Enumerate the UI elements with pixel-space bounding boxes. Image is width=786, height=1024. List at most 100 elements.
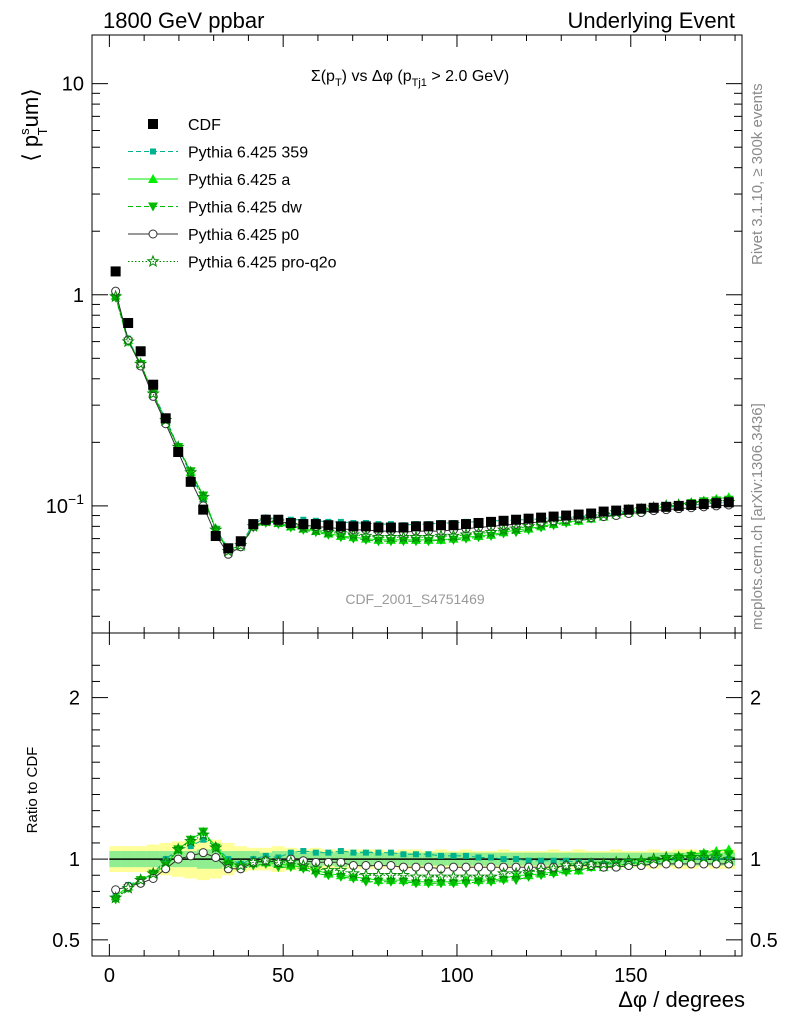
data-point-pq2o <box>184 465 198 479</box>
data-point-cdf <box>448 520 459 531</box>
ratio-point-pp0 <box>474 862 484 872</box>
plot-title: Σ(pT) vs Δφ (pTj1 > 2.0 GeV) <box>311 68 509 89</box>
ratio-point-pp0 <box>486 862 496 872</box>
ratio-point-pq2o <box>196 827 210 841</box>
ratio-point-pq2o <box>547 861 561 875</box>
data-point-pq2o <box>384 530 398 543</box>
ratio-point-p359 <box>400 851 407 858</box>
data-point-pq2o <box>334 526 348 540</box>
ratio-point-pq2o <box>184 834 198 847</box>
data-point-cdf <box>148 379 159 390</box>
ratio-point-pp0 <box>223 864 233 874</box>
ratio-series-pq2o <box>109 827 736 904</box>
data-point-cdf <box>235 536 246 547</box>
data-point-cdf <box>611 505 622 516</box>
ratio-point-p359 <box>162 856 169 863</box>
ratio-point-pp0 <box>173 854 183 864</box>
legend-label: CDF <box>188 117 221 134</box>
data-point-cdf <box>335 521 346 532</box>
data-point-cdf <box>661 501 672 512</box>
legend-label: Pythia 6.425 359 <box>188 145 308 162</box>
ratio-point-pq2o <box>697 850 711 864</box>
data-point-cdf <box>135 346 146 357</box>
ratio-point-p359 <box>463 852 470 859</box>
legend: CDF Pythia 6.425 359 Pythia 6.425 a Pythia … <box>128 117 337 272</box>
legend-marker-cdf <box>148 119 158 129</box>
ratio-point-pq2o <box>321 863 335 877</box>
ratio-point-p359 <box>513 856 520 863</box>
data-point-pq2o <box>396 530 411 543</box>
ratio-point-p359 <box>475 854 482 861</box>
rivet-version-label: Rivet 3.1.10, ≥ 300k events <box>749 83 766 265</box>
data-point-cdf <box>285 517 296 528</box>
legend-marker-p359 <box>150 148 156 155</box>
data-point-cdf <box>435 520 446 531</box>
ratio-point-pq2o <box>559 858 573 872</box>
data-point-cdf <box>648 502 659 513</box>
ratio-point-pdw <box>698 850 709 860</box>
ratio-y-tick-label: 0.5 <box>52 930 80 952</box>
legend-marker-pdw <box>148 202 158 212</box>
data-point-cdf <box>385 522 396 533</box>
ratio-point-pp0 <box>423 862 433 872</box>
ratio-point-pq2o <box>246 855 260 868</box>
header-right-label: Underlying Event <box>567 8 735 33</box>
ratio-point-pq2o <box>659 850 673 864</box>
ratio-point-pp0 <box>198 848 208 858</box>
ratio-point-pp0 <box>361 861 371 871</box>
mcplots-label: mcplots.cern.ch [arXiv:1306.3436] <box>749 403 766 630</box>
data-point-cdf <box>723 497 734 508</box>
data-point-pq2o <box>359 529 373 542</box>
ratio-point-pq2o <box>346 866 360 880</box>
ratio-point-p359 <box>525 857 532 864</box>
ratio-point-pp0 <box>448 862 458 872</box>
series-cdf <box>110 266 734 554</box>
data-point-cdf <box>398 522 409 533</box>
ratio-point-pq2o <box>334 863 348 877</box>
ratio-point-pp0 <box>386 861 396 871</box>
data-point-cdf <box>273 514 284 525</box>
ratio-point-pq2o <box>634 853 648 867</box>
ratio-point-p359 <box>412 851 419 858</box>
data-point-cdf <box>461 519 472 530</box>
legend-label: Pythia 6.425 p0 <box>188 227 299 244</box>
main-y-axis-label: ⟨ ps Tum⟩ <box>17 88 50 162</box>
data-point-cdf <box>536 512 547 523</box>
ratio-point-pq2o <box>309 861 323 875</box>
data-point-cdf <box>173 446 184 457</box>
ratio-point-pq2o <box>359 868 373 881</box>
ratio-point-pp0 <box>636 861 646 871</box>
data-point-pq2o <box>446 529 461 542</box>
main-y-tick-label: 10−1 <box>46 491 84 518</box>
data-point-pq2o <box>509 521 523 535</box>
ratio-point-pp0 <box>186 851 196 861</box>
data-point-cdf <box>636 503 647 514</box>
x-tick-label: 100 <box>440 965 473 987</box>
ratio-point-pp0 <box>611 862 621 872</box>
ratio-point-pq2o <box>284 855 298 868</box>
header-left-label: 1800 GeV ppbar <box>103 8 264 33</box>
x-tick-label: 50 <box>272 965 294 987</box>
ratio-point-pp0 <box>624 861 634 871</box>
main-plot-panel: 10−1 1 10 CDF_2001_S4751469 Σ(pT) vs Δφ (p… <box>17 34 743 634</box>
data-point-cdf <box>123 318 134 329</box>
legend-label: Pythia 6.425 pro-q2o <box>188 255 337 272</box>
ratio-point-pdw <box>448 879 459 889</box>
ratio-point-pq2o <box>584 856 598 870</box>
data-point-cdf <box>673 500 684 511</box>
ratio-point-p359 <box>387 849 394 856</box>
ratio-point-pq2o <box>134 873 148 886</box>
ratio-point-pq2o <box>534 863 548 877</box>
ratio-point-pdw <box>686 851 697 861</box>
data-point-cdf <box>210 531 221 542</box>
data-point-cdf <box>160 413 171 424</box>
data-point-cdf <box>698 499 709 510</box>
ratio-point-pdw <box>373 877 384 887</box>
ratio-point-pdw <box>498 876 509 886</box>
data-point-cdf <box>548 511 559 522</box>
ratio-point-pq2o <box>234 858 248 872</box>
data-point-cdf <box>348 521 359 532</box>
ratio-point-p359 <box>538 857 545 864</box>
ratio-point-pq2o <box>121 881 135 894</box>
ratio-point-p359 <box>287 849 294 856</box>
